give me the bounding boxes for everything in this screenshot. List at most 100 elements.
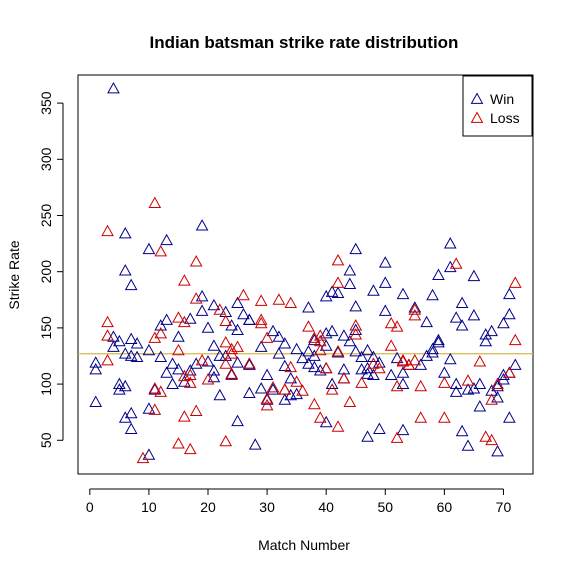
point-win bbox=[290, 342, 303, 355]
point-win bbox=[325, 285, 339, 297]
point-win bbox=[278, 337, 292, 349]
point-loss bbox=[189, 404, 203, 416]
point-loss bbox=[225, 342, 238, 355]
point-loss bbox=[101, 353, 114, 366]
point-loss bbox=[172, 311, 185, 323]
point-loss bbox=[254, 294, 268, 306]
point-loss bbox=[219, 335, 233, 348]
point-win bbox=[118, 379, 132, 392]
y-tick-label: 300 bbox=[38, 147, 54, 171]
point-win bbox=[367, 368, 380, 380]
legend-label-loss: Loss bbox=[490, 110, 520, 126]
point-loss bbox=[266, 380, 280, 393]
point-loss bbox=[183, 442, 197, 455]
point-win bbox=[113, 383, 126, 395]
point-win bbox=[503, 411, 516, 423]
point-loss bbox=[449, 257, 463, 269]
point-loss bbox=[313, 329, 327, 341]
point-win bbox=[172, 362, 185, 375]
point-win bbox=[89, 395, 103, 407]
point-win bbox=[243, 313, 256, 325]
point-win bbox=[142, 343, 156, 356]
point-loss bbox=[508, 276, 522, 288]
point-loss bbox=[284, 360, 298, 373]
point-loss bbox=[189, 292, 203, 304]
point-win bbox=[166, 377, 179, 389]
x-tick-label: 10 bbox=[141, 499, 157, 515]
point-win bbox=[260, 393, 274, 405]
point-win bbox=[449, 311, 463, 323]
point-win bbox=[166, 357, 179, 369]
point-loss bbox=[148, 382, 162, 394]
point-win bbox=[331, 346, 345, 358]
point-loss bbox=[178, 274, 191, 286]
point-loss bbox=[319, 361, 333, 374]
point-loss bbox=[508, 333, 522, 346]
point-loss bbox=[154, 326, 168, 339]
point-loss bbox=[172, 437, 185, 449]
point-win bbox=[349, 300, 363, 312]
point-win bbox=[302, 344, 315, 357]
point-win bbox=[107, 81, 120, 94]
point-win bbox=[284, 371, 298, 384]
plot-frame bbox=[77, 74, 534, 475]
point-loss bbox=[308, 331, 321, 343]
point-win bbox=[118, 264, 132, 276]
point-win bbox=[467, 269, 481, 282]
x-tick-label: 20 bbox=[200, 499, 216, 515]
point-win bbox=[396, 366, 410, 378]
point-win bbox=[455, 424, 469, 437]
point-loss bbox=[414, 411, 428, 423]
point-win bbox=[432, 335, 445, 348]
point-win bbox=[237, 307, 250, 320]
point-loss bbox=[101, 224, 114, 237]
x-tick-label: 40 bbox=[318, 499, 334, 515]
point-win bbox=[302, 301, 315, 313]
point-loss bbox=[213, 303, 227, 315]
point-win bbox=[373, 356, 386, 368]
point-win bbox=[154, 319, 168, 331]
point-loss bbox=[260, 392, 274, 404]
point-win bbox=[195, 304, 209, 316]
point-loss bbox=[136, 451, 150, 464]
point-win bbox=[467, 308, 481, 321]
point-win bbox=[349, 344, 363, 357]
point-loss bbox=[331, 344, 345, 357]
point-win bbox=[290, 387, 303, 400]
point-win bbox=[183, 312, 197, 324]
point-win bbox=[278, 359, 292, 372]
point-win bbox=[367, 350, 380, 363]
point-loss bbox=[278, 383, 292, 395]
point-win bbox=[195, 219, 209, 231]
point-win bbox=[243, 358, 256, 370]
point-loss bbox=[101, 329, 114, 341]
point-loss bbox=[189, 255, 203, 267]
x-tick-label: 30 bbox=[259, 499, 275, 515]
point-win bbox=[313, 364, 327, 376]
point-win bbox=[296, 351, 309, 364]
point-loss bbox=[485, 433, 498, 446]
point-win bbox=[213, 388, 227, 401]
point-loss bbox=[331, 253, 345, 266]
point-win bbox=[207, 370, 221, 383]
point-win bbox=[89, 356, 103, 368]
point-win bbox=[420, 315, 433, 328]
point-loss bbox=[337, 371, 351, 384]
point-win bbox=[479, 328, 493, 340]
point-loss bbox=[201, 373, 215, 385]
point-loss bbox=[101, 315, 114, 328]
point-win bbox=[479, 334, 493, 347]
point-win bbox=[130, 337, 144, 349]
x-axis-label: Match Number bbox=[258, 537, 350, 553]
point-loss bbox=[260, 331, 274, 343]
point-win bbox=[449, 385, 463, 397]
point-win bbox=[432, 333, 445, 346]
point-loss bbox=[390, 431, 404, 443]
point-loss bbox=[438, 376, 451, 388]
y-tick-label: 350 bbox=[38, 91, 54, 115]
point-loss bbox=[396, 353, 410, 366]
point-win bbox=[361, 343, 374, 356]
x-tick-label: 60 bbox=[437, 499, 453, 515]
point-win bbox=[443, 260, 457, 273]
point-loss bbox=[219, 434, 233, 447]
